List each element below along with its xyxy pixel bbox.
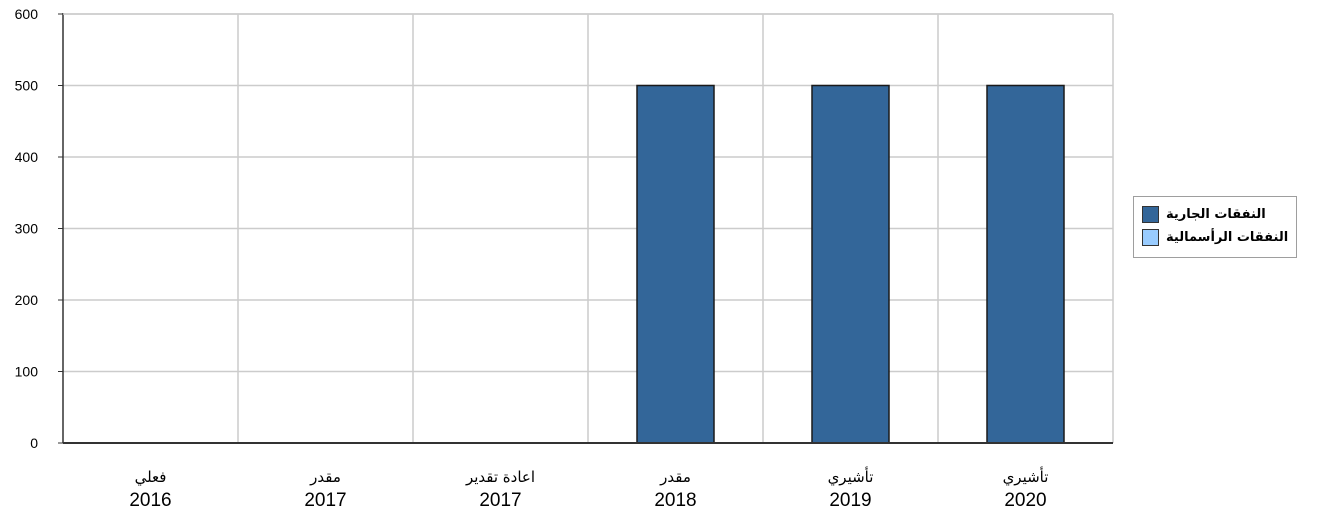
chart-legend: النفقات الجارية النفقات الرأسمالية (1133, 196, 1297, 258)
y-tick-label: 400 (15, 149, 39, 165)
legend-swatch-capital-expenditure (1142, 229, 1159, 246)
y-tick-label: 0 (30, 435, 38, 451)
bar-current-5 (986, 84, 1065, 444)
legend-item-current-expenditure: النفقات الجارية (1142, 203, 1288, 226)
y-tick-label: 500 (15, 78, 39, 94)
x-tick-year: 2017 (479, 490, 521, 511)
x-tick-label: مقدر (659, 468, 691, 486)
x-tick-label: فعلي (135, 468, 167, 487)
y-tick-label: 100 (15, 364, 39, 380)
x-tick-year: 2020 (1004, 490, 1046, 511)
y-tick-label: 200 (15, 292, 39, 308)
y-tick-label: 600 (15, 6, 39, 22)
legend-item-capital-expenditure: النفقات الرأسمالية (1142, 226, 1288, 249)
x-tick-label: تأشيري (828, 466, 874, 487)
x-tick-label: تأشيري (1003, 466, 1049, 487)
legend-label-current-expenditure: النفقات الجارية (1166, 207, 1266, 222)
bar-current-4 (811, 84, 890, 444)
x-tick-year: 2018 (654, 490, 696, 511)
x-tick-year: 2019 (829, 490, 871, 511)
x-tick-label: مقدر (309, 468, 341, 486)
bar-current-3 (636, 84, 715, 444)
y-tick-label: 300 (15, 221, 39, 237)
x-tick-label: اعادة تقدير (465, 468, 535, 486)
x-tick-year: 2017 (304, 490, 346, 511)
legend-label-capital-expenditure: النفقات الرأسمالية (1166, 230, 1289, 245)
legend-swatch-current-expenditure (1142, 206, 1159, 223)
x-tick-year: 2016 (129, 490, 171, 511)
